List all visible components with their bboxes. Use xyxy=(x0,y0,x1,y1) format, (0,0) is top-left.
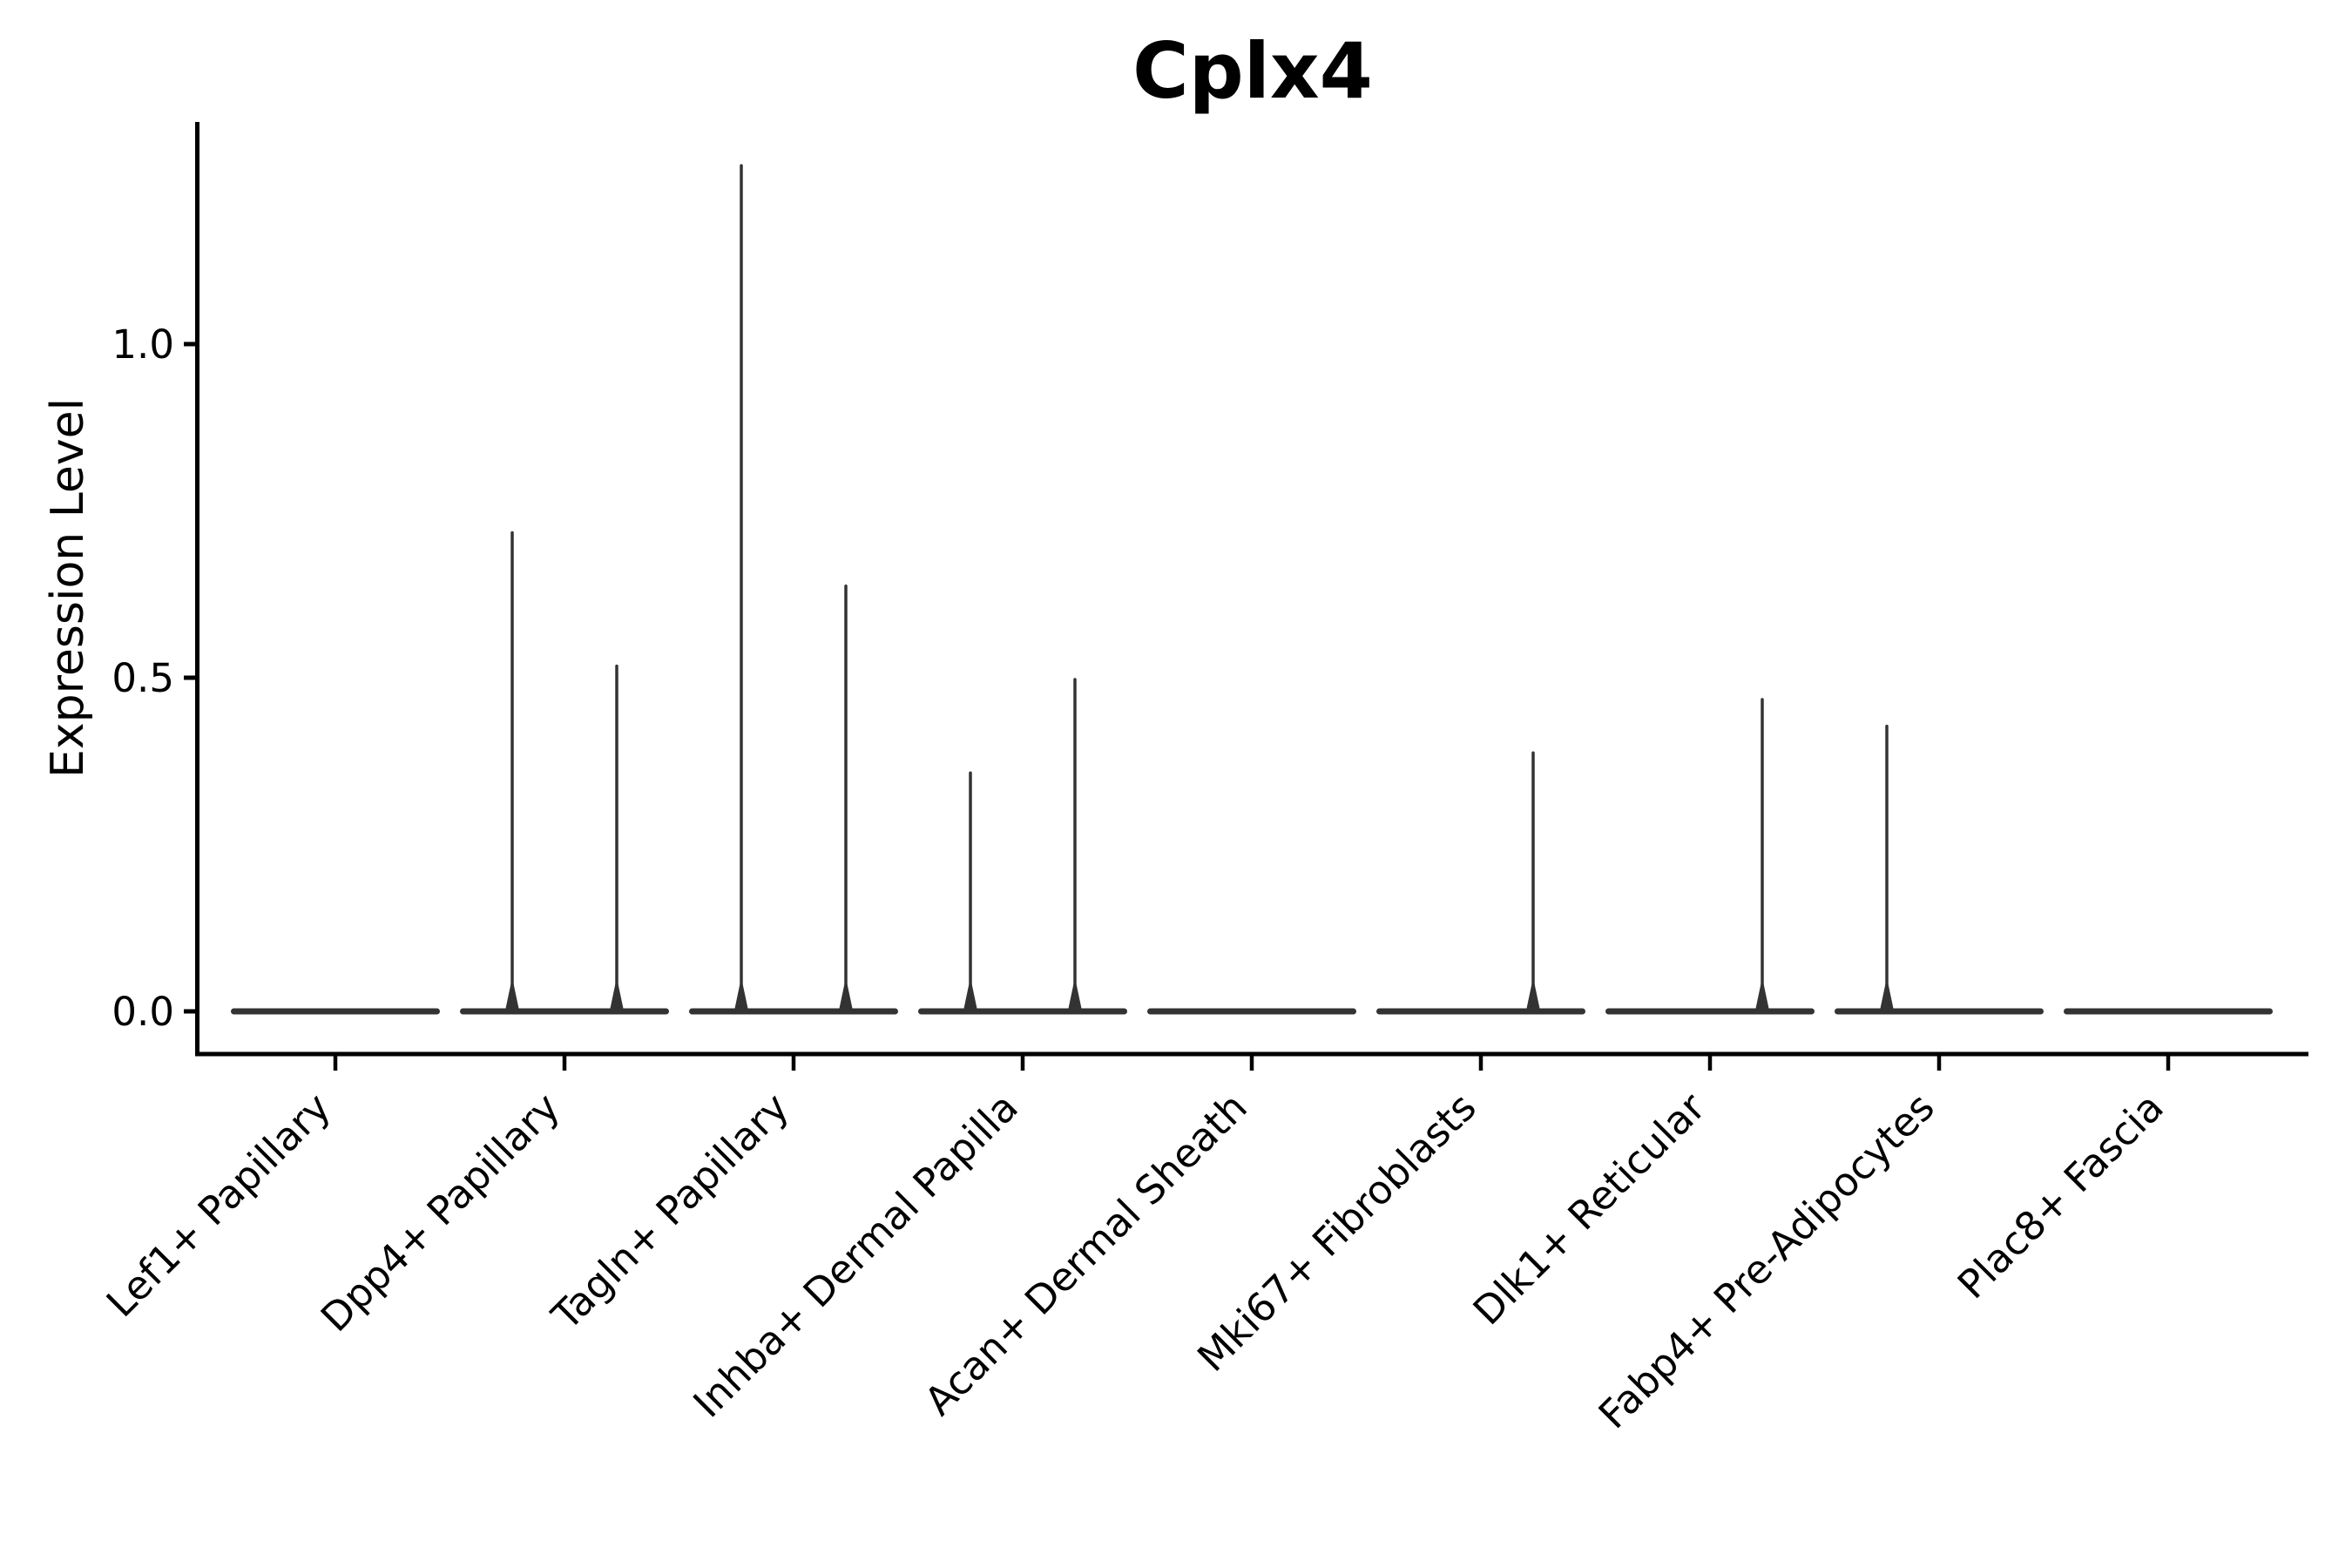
violin-base xyxy=(918,1008,1127,1015)
y-tick-label: 0.0 xyxy=(112,989,174,1035)
y-tick-label: 0.5 xyxy=(112,655,174,701)
violin-tagln-papillary xyxy=(689,164,898,1015)
violin-dpp4-papillary xyxy=(460,531,669,1015)
violin-plac8-fascia xyxy=(2064,1008,2273,1015)
violin-base xyxy=(2064,1008,2273,1015)
violin-lef1-papillary xyxy=(231,1008,440,1015)
violin-mki67-fibroblasts xyxy=(1376,751,1585,1015)
y-axis-label: Expression Level xyxy=(42,398,94,778)
violin-base xyxy=(1376,1008,1585,1015)
x-tick-label: Tagln+ Papillary xyxy=(543,1084,798,1339)
violin-base xyxy=(1147,1008,1356,1015)
violins xyxy=(231,164,2273,1015)
x-tick-label: Dlk1+ Reticular xyxy=(1464,1084,1714,1334)
axes-spines xyxy=(195,122,2308,1057)
violin-base xyxy=(1605,1008,1815,1015)
violin-inhba-dermal-papilla xyxy=(918,678,1127,1015)
x-tick-label: Lef1+ Papillary xyxy=(98,1084,340,1326)
violin-fabp4-pre-adipocytes xyxy=(1835,724,2044,1015)
chart-title: Cplx4 xyxy=(1132,26,1373,116)
y-axis-ticks: 0.0 0.5 1.0 xyxy=(112,321,195,1035)
violin-base xyxy=(460,1008,669,1015)
violin-dlk1-reticular xyxy=(1605,698,1815,1015)
x-tick-label: Plac8+ Fascia xyxy=(1949,1084,2173,1308)
violin-base xyxy=(231,1008,440,1015)
violin-base xyxy=(1835,1008,2044,1015)
x-tick-label: Dpp4+ Papillary xyxy=(312,1084,569,1341)
violin-acan-dermal-sheath xyxy=(1147,1008,1356,1015)
violin-base xyxy=(689,1008,898,1015)
y-tick-label: 1.0 xyxy=(112,321,174,368)
